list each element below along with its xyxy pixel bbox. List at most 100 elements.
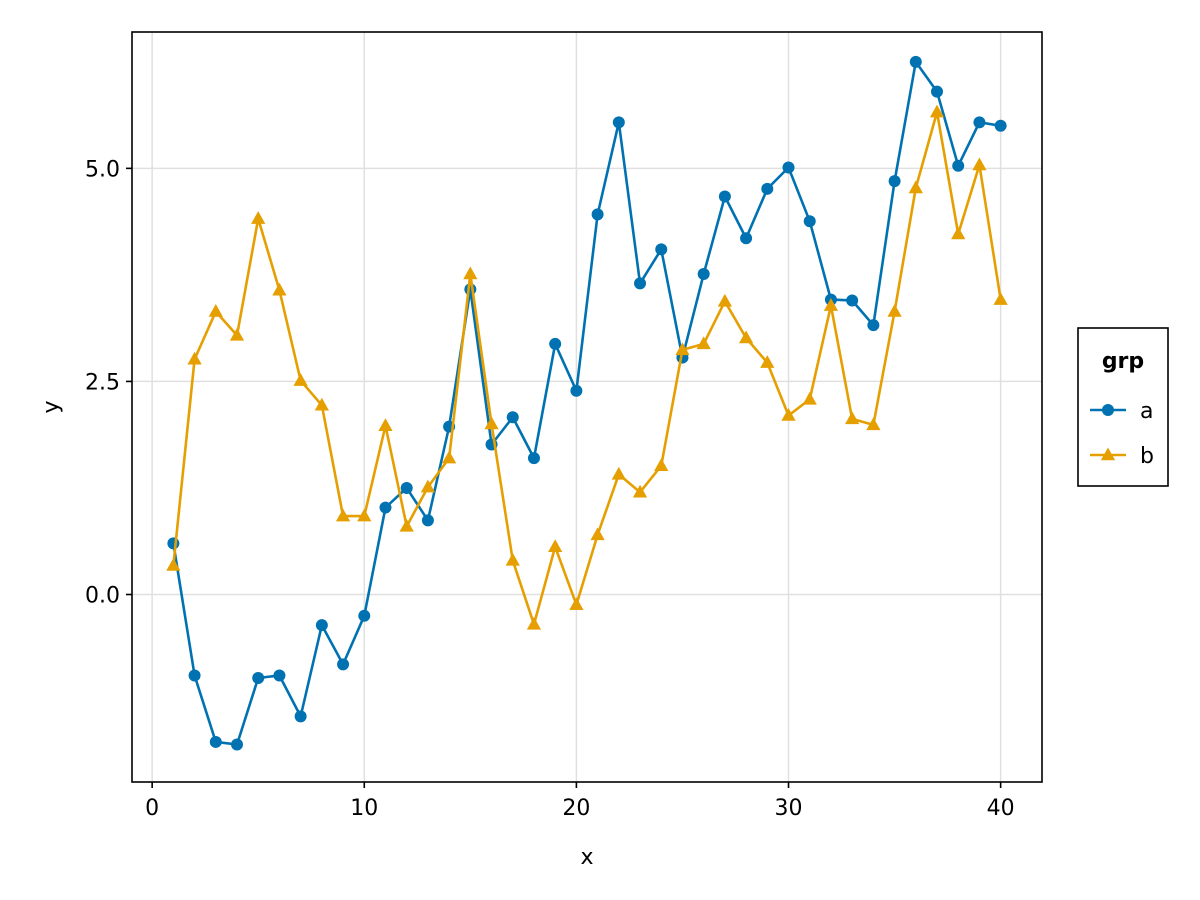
series-a-point: [612, 116, 625, 129]
series-a-point: [527, 452, 540, 465]
legend-marker-a: [1102, 404, 1114, 416]
series-b-point: [696, 336, 711, 350]
series-a-point: [252, 672, 265, 685]
series-b-point: [229, 327, 245, 341]
series-a-point: [421, 514, 434, 527]
series-a-line: [172, 60, 1001, 746]
series-b-point: [760, 355, 775, 368]
series-a-point: [315, 619, 328, 632]
x-tick-label: 30: [775, 796, 803, 821]
series-a-point: [718, 190, 731, 203]
series-b-point: [823, 298, 839, 311]
legend-label-a: a: [1140, 399, 1153, 424]
series-b-point: [590, 527, 605, 541]
series-b-point: [463, 266, 478, 280]
series-b-point: [866, 417, 881, 431]
series-b-point: [908, 180, 923, 194]
series-b-point: [166, 558, 181, 571]
series-a-point: [655, 243, 668, 256]
series-b-point: [378, 418, 393, 431]
series-b-point: [293, 373, 308, 386]
series-a-point: [634, 277, 647, 290]
series-a-point: [358, 609, 371, 622]
series-b-point: [929, 104, 945, 118]
series-b-point: [781, 408, 796, 421]
series-a-point: [570, 384, 583, 397]
legend-entries: ab: [1090, 399, 1154, 469]
series-a-point: [337, 658, 350, 671]
series-a-point: [231, 738, 243, 751]
series-a-point: [867, 319, 880, 332]
series-a-point: [994, 119, 1007, 132]
series-layer: [166, 55, 1008, 751]
series-a-point: [846, 294, 859, 307]
y-tick-label: 0.0: [85, 584, 120, 609]
series-a-point: [761, 182, 774, 195]
series-b-point: [526, 616, 542, 630]
series-a-point: [888, 175, 901, 188]
grid-lines: [132, 32, 1042, 782]
series-b-point: [314, 397, 329, 411]
legend: grp ab: [1077, 327, 1169, 487]
x-tick-label: 20: [562, 796, 590, 821]
y-tick-label: 5.0: [85, 157, 120, 182]
axis-ticks: 0 10 20 30 40 0.0 2.5 5.0: [85, 157, 1015, 821]
legend-label-b: b: [1140, 444, 1154, 469]
series-b-point: [441, 450, 457, 464]
x-tick-label: 10: [350, 796, 378, 821]
x-axis-label: x: [580, 845, 593, 870]
series-b-point: [505, 552, 520, 566]
y-tick-label: 2.5: [85, 370, 120, 395]
series-b-point: [632, 484, 648, 498]
series-b-line: [172, 110, 1002, 626]
series-b-point: [272, 282, 287, 296]
series-b-point: [717, 293, 733, 307]
series-a-point: [506, 411, 519, 424]
series-b-point: [951, 226, 966, 240]
series-b: [166, 104, 1008, 630]
series-a-point: [400, 481, 413, 494]
series-b-point: [972, 157, 987, 171]
series-b-point: [887, 304, 902, 317]
series-b-point: [251, 211, 266, 224]
series-b-point: [569, 597, 584, 610]
series-b-point: [335, 508, 351, 522]
series-a-point: [909, 55, 922, 68]
series-b-point: [993, 292, 1008, 305]
legend-entry-b: b: [1090, 444, 1154, 469]
series-a-point: [782, 161, 795, 174]
series-b-point: [611, 466, 626, 480]
series-b-point: [802, 391, 817, 405]
series-a-point: [273, 669, 286, 682]
series-b-point: [357, 508, 372, 522]
series-a-point: [740, 232, 753, 245]
series-a-point: [294, 710, 307, 723]
series-b-point: [845, 411, 860, 425]
series-b-point: [548, 539, 563, 553]
legend-box: [1077, 327, 1169, 487]
series-a-point: [549, 337, 562, 350]
series-a-point: [973, 116, 986, 129]
x-tick-label: 0: [145, 796, 159, 821]
series-a-point: [167, 537, 180, 550]
y-axis-label: y: [39, 400, 64, 413]
legend-marker-b: [1100, 447, 1116, 461]
series-a-point: [803, 215, 816, 228]
series-a-point: [697, 268, 710, 281]
series-b-point: [399, 518, 414, 532]
series-b-point: [420, 479, 436, 493]
series-b-point: [208, 304, 223, 317]
series-b-point: [654, 458, 669, 472]
series-b-point: [738, 330, 754, 344]
series-a-point: [952, 159, 965, 172]
x-tick-label: 40: [987, 796, 1015, 821]
series-b-point: [484, 416, 499, 430]
series-a-point: [209, 735, 222, 748]
series-a: [167, 55, 1007, 751]
series-a-point: [591, 208, 604, 221]
series-b-point: [187, 351, 202, 365]
plot-frame: [131, 31, 1043, 783]
series-a-point: [931, 85, 943, 98]
series-a-point: [379, 501, 392, 514]
